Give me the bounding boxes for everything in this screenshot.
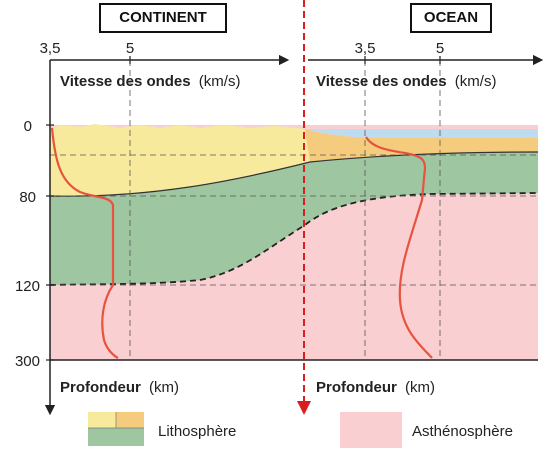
ocean-water bbox=[305, 129, 538, 138]
left-velocity-unit-text: (km/s) bbox=[199, 73, 241, 90]
moho-line bbox=[49, 151, 539, 197]
right-depth-title-text: Profondeur bbox=[316, 379, 397, 396]
lithosphere-legend-label: Lithosphère bbox=[158, 423, 236, 440]
right-depth-axis-title: Profondeur (km) bbox=[316, 379, 435, 396]
ocean-velocity-curve bbox=[365, 136, 433, 359]
right-velocity-title-text: Vitesse des ondes bbox=[316, 73, 447, 90]
lithosphere-legend-swatch bbox=[88, 412, 144, 446]
tick-marks bbox=[46, 56, 441, 361]
depth-tick-300: 300 bbox=[15, 353, 40, 370]
right-tick-5: 5 bbox=[436, 40, 444, 57]
asthenosphere-legend-label: Asthénosphère bbox=[412, 423, 513, 440]
left-velocity-title-text: Vitesse des ondes bbox=[60, 73, 191, 90]
continent-label: CONTINENT bbox=[99, 3, 227, 33]
oceanic-crust bbox=[305, 129, 538, 162]
continent-velocity-curve bbox=[50, 127, 119, 359]
continental-crust bbox=[50, 124, 310, 197]
depth-tick-0: 0 bbox=[24, 118, 32, 135]
lithospheric-mantle bbox=[50, 152, 538, 285]
right-depth-unit-text: (km) bbox=[405, 379, 435, 396]
lab-boundary-line bbox=[49, 192, 539, 286]
left-depth-title-text: Profondeur bbox=[60, 379, 141, 396]
left-depth-axis-title: Profondeur (km) bbox=[60, 379, 179, 396]
left-velocity-axis-title: Vitesse des ondes (km/s) bbox=[60, 73, 240, 90]
right-velocity-unit-text: (km/s) bbox=[455, 73, 497, 90]
guide-lines bbox=[50, 60, 538, 360]
depth-tick-80: 80 bbox=[19, 189, 36, 206]
asthenosphere-legend-swatch bbox=[340, 412, 402, 448]
depth-tick-120: 120 bbox=[15, 278, 40, 295]
ocean-label: OCEAN bbox=[410, 3, 492, 33]
left-tick-35: 3,5 bbox=[40, 40, 61, 57]
right-tick-35: 3,5 bbox=[355, 40, 376, 57]
left-depth-unit-text: (km) bbox=[149, 379, 179, 396]
left-tick-5: 5 bbox=[126, 40, 134, 57]
right-velocity-axis-title: Vitesse des ondes (km/s) bbox=[316, 73, 496, 90]
